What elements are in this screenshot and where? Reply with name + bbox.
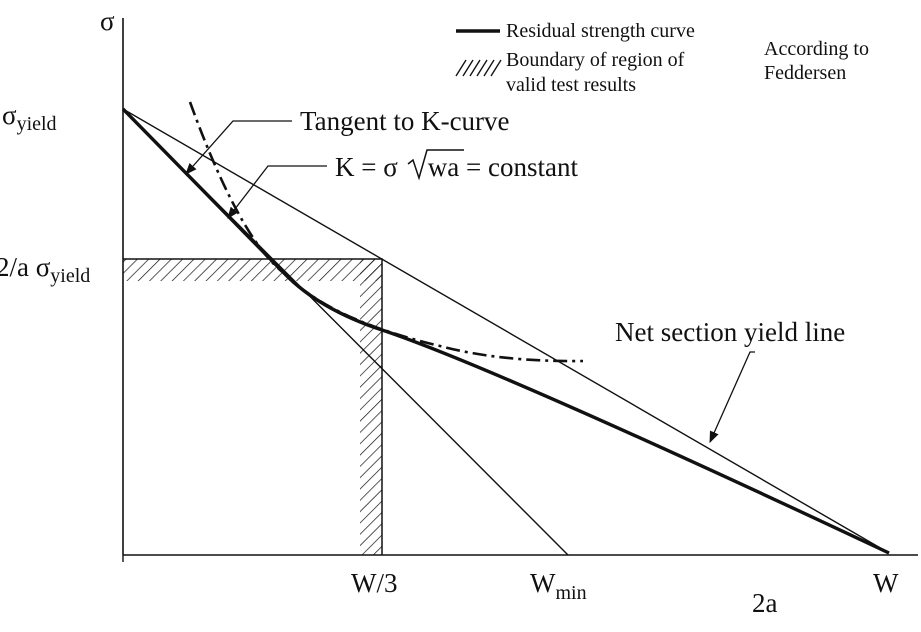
legend-boundary-label-line1: Boundary of region of [506, 49, 685, 71]
annotation-k-constant: K = σ wa = constant [335, 152, 578, 182]
y-tick-two-over-a-sigma-yield: 2/a σyield [0, 252, 90, 287]
net-section-yield-line [122, 108, 890, 554]
x-tick-w-third: W/3 [351, 568, 398, 598]
legend-source-line1: According to [764, 38, 869, 60]
residual-strength-curve [121, 107, 890, 555]
annotation-net-section-leader [709, 351, 755, 444]
x-tick-w: W [873, 568, 899, 598]
annotation-net-section: Net section yield line [615, 317, 845, 347]
annotation-k-radical-sign [407, 149, 464, 181]
boundary-line [123, 258, 383, 555]
annotation-tangent-leader [185, 120, 292, 175]
legend-residual-label: Residual strength curve [506, 20, 695, 42]
legend-boundary-swatch [455, 59, 502, 77]
k-constant-curve [188, 101, 584, 363]
y-axis-label: σ [100, 6, 115, 36]
boundary-hatch-vertical [360, 259, 382, 555]
y-tick-sigma-yield: σyield [2, 100, 57, 135]
legend-source-line2: Feddersen [764, 62, 846, 84]
annotation-tangent: Tangent to K-curve [300, 106, 510, 136]
legend-boundary-label-line2: valid test results [506, 74, 636, 96]
boundary-hatch-horizontal [123, 259, 382, 281]
x-axis-label: 2a [752, 588, 778, 618]
x-tick-w-min: Wmin [530, 568, 587, 604]
annotation-k-constant-leader [227, 165, 327, 219]
